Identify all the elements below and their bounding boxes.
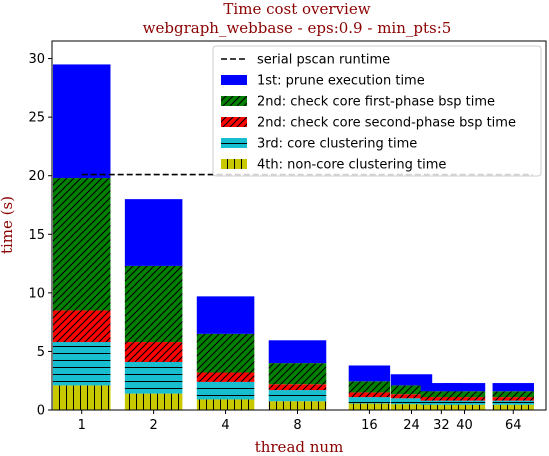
- bar-segment-3-x32: [420, 397, 463, 401]
- bar-segment-5-x4: [196, 296, 255, 334]
- bars-group: [52, 64, 534, 410]
- bar-segment-3-x8: [268, 384, 327, 391]
- legend-label-2: 1st: prune execution time: [257, 74, 425, 89]
- y-axis-label: time (s): [0, 196, 16, 254]
- x-tick-label-1: 1: [78, 418, 86, 433]
- bar-segment-4-x64: [492, 391, 534, 398]
- bar-segment-1-x32: [420, 404, 463, 410]
- x-tick-label-4: 4: [221, 418, 229, 433]
- y-tick-label-5: 5: [37, 345, 45, 360]
- bar-segment-4-x32: [420, 391, 463, 398]
- y-tick-label-15: 15: [28, 228, 45, 243]
- bar-segment-4-x16: [348, 381, 391, 393]
- y-tick-label-0: 0: [37, 404, 45, 419]
- bar-segment-3-x1: [52, 310, 111, 343]
- bar-segment-1-x40: [443, 404, 486, 410]
- bar-segment-5-x32: [420, 383, 463, 392]
- bar-segment-4-x40: [443, 391, 486, 398]
- bar-segment-2-x24: [390, 398, 433, 405]
- bar-segment-3-x64: [492, 397, 534, 401]
- bar-segment-2-x2: [124, 361, 183, 394]
- bar-segment-4-x8: [268, 363, 327, 385]
- x-axis-ticks: 1 2 4 8 16 24 32 40 64: [78, 410, 522, 433]
- legend-swatch-1: [221, 159, 247, 169]
- bar-segment-5-x24: [390, 374, 433, 386]
- y-tick-label-10: 10: [28, 286, 45, 301]
- bar-segment-3-x24: [390, 394, 433, 399]
- bar-segment-1-x8: [268, 401, 327, 410]
- legend-swatch-4: [221, 96, 247, 106]
- bar-segment-5-x64: [492, 383, 534, 392]
- chart-title: Time cost overview: [223, 0, 370, 18]
- bar-segment-1-x24: [390, 404, 433, 410]
- y-tick-label-25: 25: [28, 111, 45, 126]
- bar-segment-2-x1: [52, 342, 111, 386]
- bar-segment-1-x1: [52, 385, 111, 410]
- bar-segment-5-x1: [52, 64, 111, 179]
- bar-segment-1-x64: [492, 404, 534, 410]
- y-axis-ticks: 0 5 10 15 20 25 30: [28, 52, 52, 419]
- x-tick-label-64: 64: [505, 418, 522, 433]
- x-tick-label-32: 32: [433, 418, 450, 433]
- bar-segment-1-x16: [348, 403, 391, 410]
- bar-segment-2-x32: [420, 400, 463, 405]
- legend-swatch-3: [221, 117, 247, 127]
- x-axis-label: thread num: [255, 438, 344, 456]
- bar-segment-2-x8: [268, 390, 327, 402]
- bar-segment-4-x4: [196, 333, 255, 373]
- bar-segment-4-x1: [52, 178, 111, 311]
- legend-label-1: serial pscan runtime: [257, 53, 390, 68]
- bar-segment-2-x4: [196, 381, 255, 400]
- bar-segment-2-x64: [492, 400, 534, 405]
- x-tick-label-40: 40: [456, 418, 473, 433]
- x-tick-label-24: 24: [403, 418, 420, 433]
- bar-segment-2-x40: [443, 400, 486, 405]
- legend-label-6: 4th: non-core clustering time: [257, 158, 446, 173]
- legend-swatch-2: [221, 138, 247, 148]
- legend-label-3: 2nd: check core first-phase bsp time: [257, 95, 495, 110]
- x-tick-label-16: 16: [361, 418, 378, 433]
- bar-segment-3-x4: [196, 372, 255, 382]
- bar-segment-3-x2: [124, 342, 183, 362]
- x-tick-label-8: 8: [293, 418, 301, 433]
- plot-frame: [51, 40, 547, 411]
- legend-label-5: 3rd: core clustering time: [257, 137, 417, 152]
- bar-segment-1-x4: [196, 399, 255, 410]
- legend: serial pscan runtime 1st: prune execution…: [212, 45, 542, 177]
- bar-segment-3-x16: [348, 392, 391, 398]
- bar-segment-5-x2: [124, 199, 183, 266]
- x-tick-label-2: 2: [149, 418, 157, 433]
- chart-subtitle: webgraph_webbase - eps:0.9 - min_pts:5: [143, 19, 452, 37]
- bar-segment-5-x16: [348, 365, 391, 382]
- legend-box: [212, 45, 542, 177]
- bar-segment-5-x40: [443, 383, 486, 392]
- legend-label-4: 2nd: check core second-phase bsp time: [257, 116, 516, 131]
- bar-segment-1-x2: [124, 393, 183, 410]
- y-tick-label-20: 20: [28, 169, 45, 184]
- bar-segment-3-x40: [443, 397, 486, 401]
- y-tick-label-30: 30: [28, 52, 45, 67]
- bar-segment-4-x2: [124, 265, 183, 343]
- bar-segment-2-x16: [348, 397, 391, 404]
- bar-segment-5-x8: [268, 340, 327, 364]
- legend-swatch-5: [221, 75, 247, 85]
- bar-segment-4-x24: [390, 385, 433, 395]
